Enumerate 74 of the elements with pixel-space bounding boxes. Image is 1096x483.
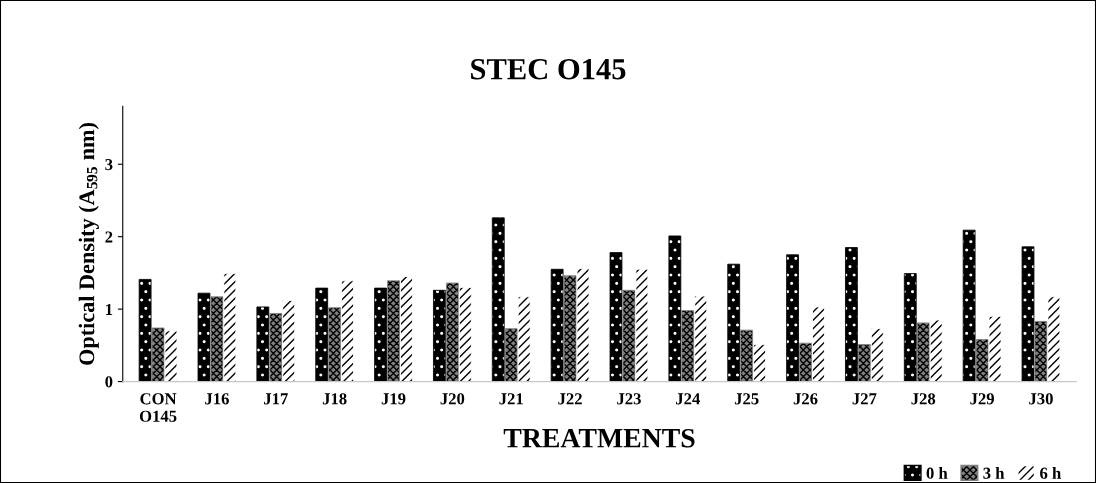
bar [668,235,682,382]
legend-label: 3 h [983,467,1005,479]
bar [870,328,884,382]
y-tick-label: 2 [105,231,113,243]
bar [458,286,472,382]
bar [491,217,505,382]
x-tick-label: J17 [264,393,288,405]
bar [504,328,518,382]
bar [622,289,636,382]
bar [387,280,400,382]
bar [550,268,564,382]
x-tick-label: J27 [852,393,877,405]
bar [433,289,446,382]
bar [341,280,354,382]
bar [151,327,165,382]
bar [799,342,812,382]
bar [1047,296,1061,382]
x-tick-label: CON O145 [139,393,177,422]
bar [753,344,766,382]
bar [962,229,976,382]
bar [223,273,237,382]
legend-label: 0 h [926,467,948,479]
bar [138,279,152,382]
bar [210,296,224,382]
bar [916,322,930,382]
bar [694,295,708,382]
bar [328,307,342,382]
x-tick-label: J18 [322,393,347,405]
x-tick-label: J19 [381,393,406,405]
y-tick-label: 3 [105,158,113,171]
bar [269,313,283,382]
bar [740,329,754,382]
x-tick-label: J28 [911,393,936,405]
bar [164,330,178,382]
bar [845,247,858,382]
bar [517,296,531,382]
bar [929,319,943,382]
x-tick-label: J20 [440,393,465,405]
bar [400,276,413,382]
legend-label: 6 h [1040,467,1062,479]
y-axis-title: Optical Density (A$_{595}$ nm) [78,123,99,365]
bar [315,287,329,382]
bar [282,300,296,382]
x-tick-label: J25 [734,393,759,405]
x-tick-label: J21 [499,393,523,405]
bar [197,292,211,382]
bar [812,306,825,382]
x-tick-label: J26 [793,393,818,405]
chart-title: STEC O145 [471,58,626,80]
x-tick-label: J22 [558,393,582,405]
bar [563,275,577,382]
bar [727,263,741,382]
bar [1021,246,1035,382]
bar [635,268,649,382]
bar [374,287,387,382]
bar [858,344,871,382]
bar [1034,321,1048,382]
bar [681,310,695,382]
bar [609,252,623,382]
bar [903,273,917,382]
bar [786,254,799,382]
bar [576,268,590,382]
bar [445,282,459,382]
bar [975,339,989,382]
x-tick-label: J30 [1029,393,1053,405]
x-tick-label: J24 [676,393,700,405]
x-tick-label: J16 [205,393,229,405]
bar [256,306,270,382]
x-tick-label: J23 [617,393,641,405]
x-tick-label: J29 [970,393,994,405]
y-tick-label: 1 [106,303,113,315]
bar [988,315,1002,382]
x-axis-title: TREATMENTS [503,428,695,448]
y-tick-label: 0 [105,376,113,388]
